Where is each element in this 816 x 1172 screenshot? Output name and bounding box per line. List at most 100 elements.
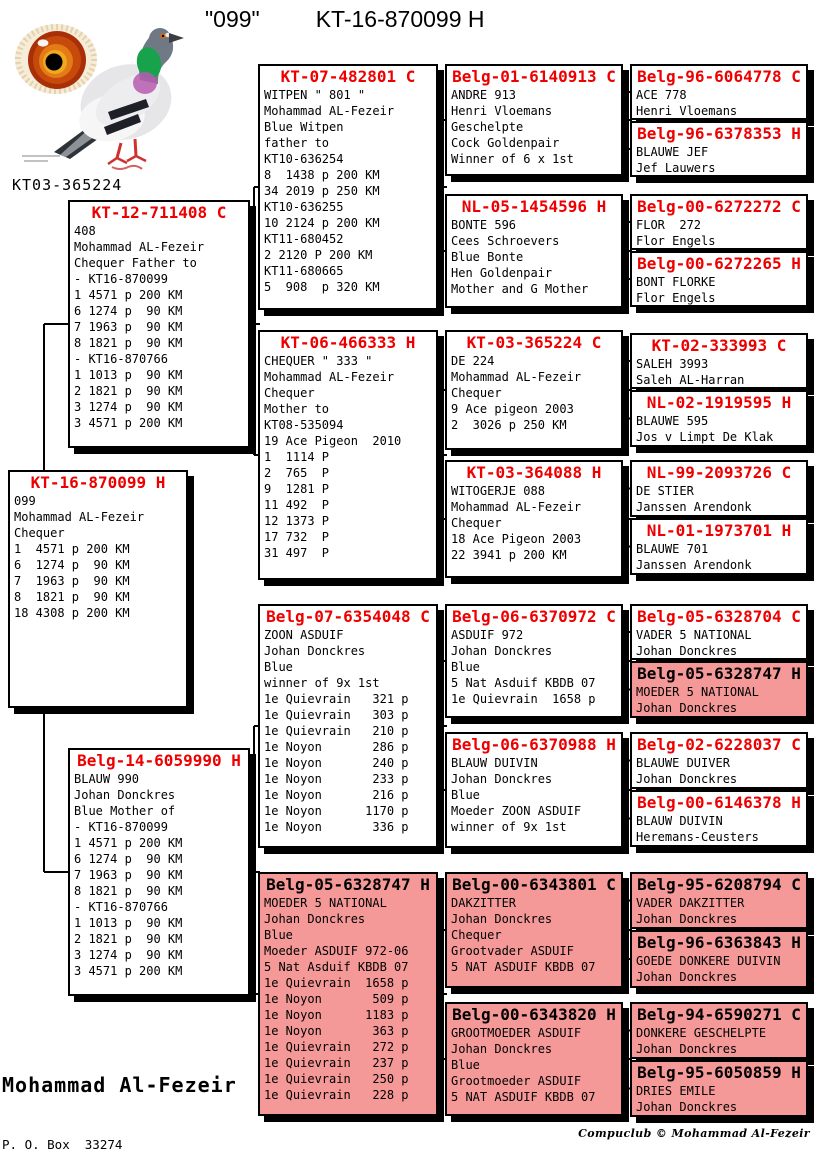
pedigree-text-line: 34 2019 p 250 KM [264,184,380,198]
pedigree-text-line: KT10-636255 [264,200,344,214]
pedigree-text-line: Johan Donckres [636,970,738,984]
pedigree-text-line: Winner of 6 x 1st [451,152,574,166]
ring-number-title: Belg-05-6328747 H [637,664,801,683]
pedigree-text-line: SALEH 3993 [636,357,709,371]
ring-number-title: Belg-05-6328747 H [266,875,430,894]
pedigree-box-dsss: Belg-05-6328704 C VADER 5 NATIONAL Johan D… [630,604,808,660]
ring-number-title: Belg-95-6208794 C [637,875,801,894]
pedigree-text-line: ASDUIF 972 [451,628,524,642]
pedigree-text-line: WITOGERJE 088 [451,484,545,498]
owner-block: Mohammad Al-Fezeir P. O. Box 33274 Rumat… [2,1034,280,1172]
pedigree-text-line: Johan Donckres [264,644,366,658]
pedigree-text-line: 1 1013 p 90 KM [74,916,183,930]
pedigree-text-line: DAKZITTER [451,896,517,910]
pedigree-text-line: Grootmoeder ASDUIF [451,1074,582,1088]
pedigree-text-line: 7 1963 p 90 KM [14,574,130,588]
pedigree-text-line: Blue [264,660,293,674]
pedigree-text-line: 17 732 P [264,530,330,544]
pedigree-text-line: Mohammad AL-Fezeir [451,500,582,514]
pedigree-text-line: BLAUW DUIVIN [636,814,723,828]
pedigree-text-line: Blue [264,928,293,942]
pedigree-text-line: BLAUWE DUIVER [636,756,730,770]
ring-number-title: Belg-02-6228037 C [637,735,801,754]
pedigree-text-line: 18 Ace Pigeon 2003 [451,532,582,546]
pedigree-text-line: 1e Noyon 509 p [264,992,409,1006]
pedigree-text-line: ANDRE 913 [451,88,517,102]
pedigree-text-line: Janssen Arendonk [636,558,752,572]
pedigree-text-line: Johan Donckres [636,1042,738,1056]
pedigree-text-line: 6 1274 p 90 KM [74,304,183,318]
ring-number-title: Belg-06-6370988 H [452,735,616,754]
pedigree-text-line: BLAUW 990 [74,772,140,786]
pedigree-text-line: 8 1821 p 90 KM [74,884,183,898]
pedigree-text-line: 8 1438 p 200 KM [264,168,380,182]
pedigree-text-line: GROOTMOEDER ASDUIF [451,1026,582,1040]
pedigree-text-line: 1e Quievrain 237 p [264,1056,409,1070]
ring-number-title: Belg-00-6343801 C [452,875,616,894]
pedigree-text-line: Chequer Father to [74,256,197,270]
pedigree-text-line: 6 1274 p 90 KM [14,558,130,572]
pedigree-box-sdsd: NL-02-1919595 H BLAUWE 595 Jos v Limpt De … [630,390,808,447]
pedigree-text-line: Blue Witpen [264,120,344,134]
pedigree-box-sdds: NL-99-2093726 C DE STIER Janssen Arendonk [630,460,808,517]
pedigree-text-line: Grootvader ASDUIF [451,944,574,958]
ring-number-title: Belg-96-6378353 H [637,124,801,143]
pedigree-text-line: Geschelpte [451,120,524,134]
pedigree-text-line: Saleh AL-Harran [636,373,745,387]
ring-number-title: Belg-00-6272272 C [637,197,801,216]
pedigree-text-line: 18 4308 p 200 KM [14,606,130,620]
ring-number-title: NL-99-2093726 C [646,463,792,482]
pedigree-box-dam: Belg-14-6059990 H BLAUW 990 Johan Donckres… [68,748,250,996]
owner-address-line: P. O. Box 33274 [2,1137,123,1152]
pedigree-text-line: DE 224 [451,354,495,368]
pedigree-text-line: - KT16-870099 [74,820,168,834]
pigeon-photo [8,6,253,174]
pedigree-text-line: Johan Donckres [636,644,738,658]
pedigree-text-line: Janssen Arendonk [636,500,752,514]
ring-number-title: Belg-00-6343820 H [452,1005,616,1024]
pedigree-text-line: 1 4571 p 200 KM [74,288,183,302]
pedigree-text-line: Mohammad AL-Fezeir [264,370,395,384]
pedigree-text-line: 2 1821 p 90 KM [74,384,183,398]
pedigree-text-line: 1e Noyon 363 p [264,1024,409,1038]
pedigree-text-line: 1e Quievrain 321 p [264,692,409,706]
pedigree-text-line: VADER 5 NATIONAL [636,628,752,642]
pedigree-text-line: Johan Donckres [636,772,738,786]
pedigree-text-line: Henri Vloemans [451,104,553,118]
pedigree-box-sss: Belg-01-6140913 C ANDRE 913 Henri Vloemans… [445,64,623,176]
pedigree-text-line: Chequer [451,386,502,400]
ring-number-title: Belg-00-6146378 H [637,793,801,812]
pigeon-ring-number: KT-16-870099 H [315,6,485,32]
pedigree-text-line: 408 [74,224,96,238]
pedigree-text-line: 10 2124 p 200 KM [264,216,380,230]
pedigree-text-line: 1e Quievrain 272 p [264,1040,409,1054]
pedigree-text-line: 099 [14,494,36,508]
pedigree-text-line: Mohammad AL-Fezeir [264,104,395,118]
pedigree-box-dsds: Belg-02-6228037 C BLAUWE DUIVER Johan Donc… [630,732,808,789]
pedigree-text-line: ZOON ASDUIF [264,628,344,642]
pedigree-text-line: 3 4571 p 200 KM [74,416,183,430]
pedigree-text-line: 1 4571 p 200 KM [74,836,183,850]
pedigree-text-line: Moeder ASDUIF 972-06 [264,944,409,958]
ring-number-title: KT-02-333993 C [651,336,787,355]
pedigree-text-line: Moeder ZOON ASDUIF [451,804,582,818]
pedigree-text-line: 3 1274 p 90 KM [74,400,183,414]
pedigree-text-line: 6 1274 p 90 KM [74,852,183,866]
pedigree-text-line: Chequer [451,516,502,530]
ring-number-title: KT-03-364088 H [466,463,602,482]
pedigree-text-line: WITPEN " 801 " [264,88,366,102]
ring-number-title: Belg-14-6059990 H [77,751,241,770]
pedigree-text-line: 1 1013 p 90 KM [74,368,183,382]
pedigree-text-line: Cock Goldenpair [451,136,560,150]
pedigree-text-line: 7 1963 p 90 KM [74,320,183,334]
ring-number-title: Belg-94-6590271 C [637,1005,801,1024]
pedigree-text-line: DRIES EMILE [636,1084,716,1098]
pedigree-text-line: 12 1373 P [264,514,330,528]
pedigree-text-line: 5 Nat Asduif KBDB 07 [264,960,409,974]
pedigree-text-line: 5 NAT ASDUIF KBDB 07 [451,1090,596,1104]
pedigree-text-line: 8 1821 p 90 KM [14,590,130,604]
compuclub-credit: Compuclub © Mohammad Al-Fezeir [578,1127,810,1140]
pedigree-text-line: - KT16-870766 [74,352,168,366]
ring-number-title: KT-16-870099 H [30,473,166,492]
